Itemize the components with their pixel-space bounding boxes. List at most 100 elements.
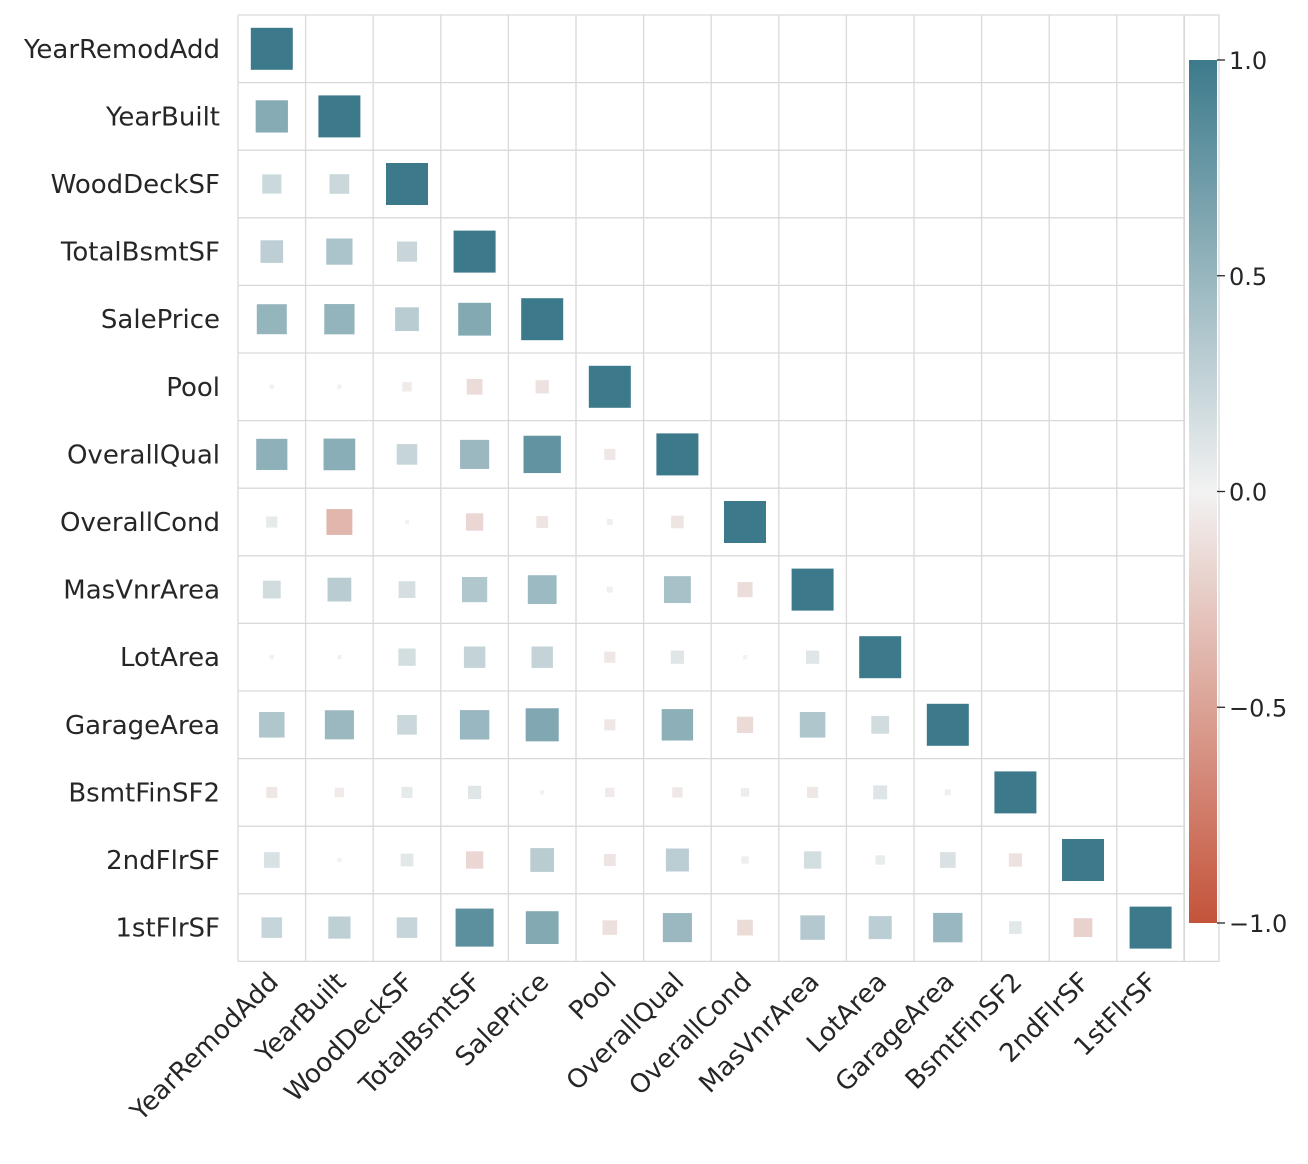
cell-BsmtFinSF2-Pool (605, 787, 615, 798)
cell-LotArea-YearBuilt (337, 655, 342, 660)
cell-TotalBsmtSF-YearBuilt (326, 238, 353, 265)
cell-TotalBsmtSF-WoodDeckSF (396, 241, 418, 262)
cell-BsmtFinSF2-MasVnrArea (807, 786, 819, 798)
cell-BsmtFinSF2-LotArea (873, 785, 888, 800)
cell-SalePrice-TotalBsmtSF (458, 302, 492, 336)
colorbar-frame (1183, 14, 1220, 963)
cell-LotArea-WoodDeckSF (398, 648, 416, 666)
cell-BsmtFinSF2-OverallQual (672, 787, 683, 798)
cell-MasVnrArea-WoodDeckSF (398, 581, 416, 598)
y-tick-label: SalePrice (101, 305, 220, 335)
cell-OverallCond-WoodDeckSF (405, 520, 409, 524)
y-tick-label: TotalBsmtSF (60, 238, 220, 268)
cell-GarageArea-MasVnrArea (799, 712, 826, 738)
y-tick-label: WoodDeckSF (51, 170, 220, 200)
cell-SalePrice-YearBuilt (324, 304, 355, 335)
cell-BsmtFinSF2-GarageArea (944, 789, 951, 796)
cell-1stFlrSF-YearRemodAdd (261, 917, 283, 938)
cell-OverallQual-YearBuilt (323, 438, 356, 471)
cell-LotArea-SalePrice (531, 646, 553, 668)
cell-BsmtFinSF2-WoodDeckSF (401, 786, 413, 798)
cell-1stFlrSF-MasVnrArea (800, 915, 825, 940)
cell-GarageArea-LotArea (871, 715, 890, 734)
cell-SalePrice-SalePrice (521, 298, 564, 341)
colorbar-tick-label: −0.5 (1229, 694, 1287, 722)
cell-SalePrice-YearRemodAdd (256, 304, 287, 335)
cell-GarageArea-YearBuilt (324, 710, 354, 740)
cell-TotalBsmtSF-TotalBsmtSF (453, 230, 496, 273)
cell-OverallCond-YearRemodAdd (266, 516, 278, 528)
cell-2ndFlrSF-TotalBsmtSF (465, 851, 484, 869)
cell-1stFlrSF-SalePrice (525, 911, 559, 945)
cell-LotArea-Pool (604, 651, 616, 663)
cell-Pool-Pool (588, 365, 631, 408)
cell-LotArea-MasVnrArea (805, 650, 820, 664)
cell-OverallCond-OverallCond (724, 501, 766, 543)
cell-Pool-SalePrice (535, 380, 549, 394)
cell-OverallCond-SalePrice (536, 516, 549, 528)
heatmap-grid (237, 14, 1186, 963)
cell-OverallCond-OverallQual (671, 515, 684, 529)
cell-2ndFlrSF-YearBuilt (337, 857, 342, 863)
cell-GarageArea-OverallQual (661, 709, 694, 741)
cell-YearBuilt-YearBuilt (318, 95, 361, 138)
y-tick-label: 2ndFlrSF (106, 846, 220, 876)
cell-2ndFlrSF-WoodDeckSF (400, 853, 414, 867)
cell-LotArea-OverallQual (670, 650, 685, 664)
y-tick-label: 1stFlrSF (115, 914, 220, 944)
cell-GarageArea-OverallCond (736, 716, 754, 733)
cell-MasVnrArea-OverallQual (663, 576, 691, 604)
cell-Pool-WoodDeckSF (402, 382, 412, 392)
cell-OverallQual-TotalBsmtSF (460, 439, 490, 469)
cell-GarageArea-GarageArea (926, 703, 969, 746)
y-tick-label: MasVnrArea (63, 576, 220, 606)
y-tick-label: OverallQual (67, 440, 220, 470)
colorbar: 1.0 0.5 0.0 −0.5 −1.0 (1183, 14, 1287, 963)
cell-MasVnrArea-MasVnrArea (791, 568, 834, 611)
cell-OverallQual-YearRemodAdd (256, 438, 288, 470)
cell-2ndFlrSF-SalePrice (530, 848, 555, 872)
cell-1stFlrSF-TotalBsmtSF (455, 908, 494, 947)
y-tick-label: BsmtFinSF2 (68, 778, 220, 808)
y-axis-tick-labels: YearRemodAdd YearBuilt WoodDeckSF TotalBsmt… (23, 35, 220, 944)
cell-2ndFlrSF-Pool (603, 854, 616, 866)
cell-OverallCond-YearBuilt (326, 509, 353, 535)
colorbar-tick-label: −1.0 (1229, 910, 1287, 938)
cell-BsmtFinSF2-YearRemodAdd (266, 786, 278, 798)
cell-WoodDeckSF-WoodDeckSF (386, 163, 428, 205)
colorbar-tick-label: 1.0 (1229, 47, 1267, 75)
cell-GarageArea-YearRemodAdd (259, 712, 285, 738)
cell-YearRemodAdd-YearRemodAdd (250, 27, 293, 70)
cell-MasVnrArea-OverallCond (737, 582, 753, 598)
cell-GarageArea-SalePrice (525, 708, 559, 742)
cell-LotArea-YearRemodAdd (269, 655, 274, 660)
cell-MasVnrArea-SalePrice (527, 575, 557, 604)
colorbar-gradient (1189, 60, 1217, 923)
cell-Pool-TotalBsmtSF (466, 378, 483, 395)
cell-OverallCond-TotalBsmtSF (465, 513, 484, 531)
cell-BsmtFinSF2-TotalBsmtSF (467, 785, 482, 800)
cell-OverallQual-Pool (604, 448, 616, 460)
colorbar-tick-label: 0.0 (1229, 479, 1267, 507)
cell-1stFlrSF-YearBuilt (328, 916, 351, 939)
cell-SalePrice-WoodDeckSF (395, 307, 419, 332)
y-tick-label: YearBuilt (105, 102, 220, 132)
cell-LotArea-TotalBsmtSF (463, 646, 486, 668)
cell-Pool-YearBuilt (337, 384, 342, 389)
cell-BsmtFinSF2-YearBuilt (334, 787, 345, 798)
cell-Pool-YearRemodAdd (269, 384, 274, 389)
cell-MasVnrArea-Pool (606, 586, 613, 593)
cell-BsmtFinSF2-BsmtFinSF2 (994, 771, 1037, 814)
cell-YearBuilt-YearRemodAdd (255, 100, 288, 133)
cell-1stFlrSF-GarageArea (933, 912, 963, 943)
cell-BsmtFinSF2-OverallCond (740, 788, 750, 797)
cell-GarageArea-WoodDeckSF (397, 714, 417, 735)
cell-2ndFlrSF-GarageArea (939, 852, 956, 868)
cell-OverallCond-Pool (606, 519, 613, 525)
colorbar-tick-label: 0.5 (1229, 263, 1267, 291)
cell-2ndFlrSF-LotArea (875, 855, 885, 865)
cell-MasVnrArea-TotalBsmtSF (462, 577, 488, 603)
cell-2ndFlrSF-YearRemodAdd (263, 852, 280, 868)
cell-WoodDeckSF-YearRemodAdd (262, 174, 282, 194)
